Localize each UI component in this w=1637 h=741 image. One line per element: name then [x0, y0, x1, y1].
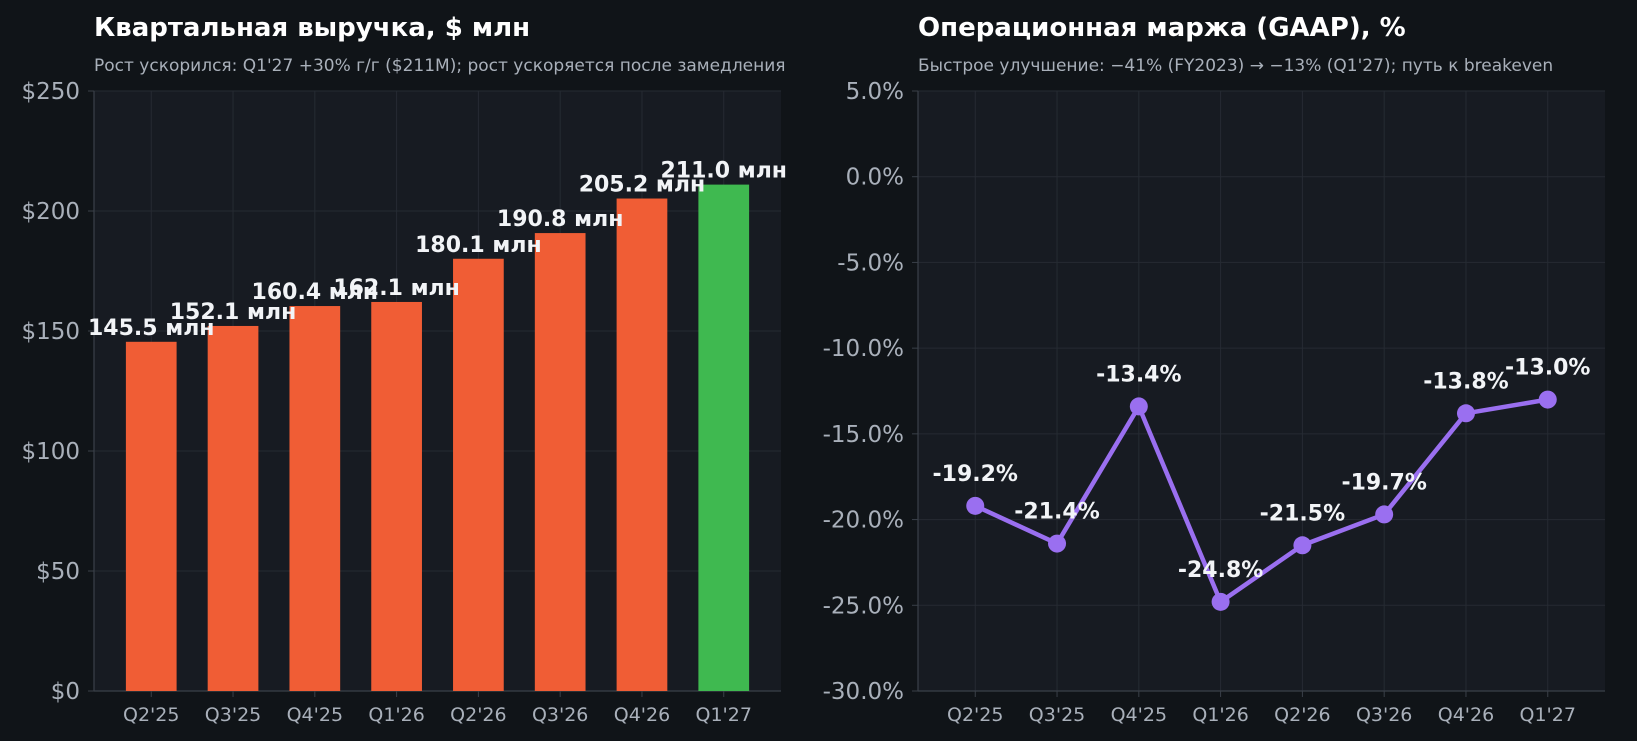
revenue-bar-value-label: 180.1 млн	[415, 233, 542, 258]
margin-ytick-label: 5.0%	[846, 79, 904, 105]
margin-ytick-label: 0.0%	[846, 165, 904, 191]
revenue-ytick-label: $150	[21, 319, 80, 345]
revenue-ytick-label: $100	[21, 439, 80, 465]
revenue-bar	[453, 258, 504, 691]
margin-line	[973, 397, 1550, 605]
margin-xtick-label: Q1'27	[1520, 704, 1576, 726]
margin-point	[1456, 404, 1475, 423]
margin-ytick-label: -30.0%	[823, 679, 904, 705]
revenue-bar	[698, 184, 750, 691]
margin-xtick-label: Q4'25	[1111, 704, 1167, 726]
margin-chart-panel: Операционная маржа (GAAP), % Быстрое улу…	[823, 13, 1605, 726]
revenue-bar	[125, 341, 177, 691]
margin-point-value-label: -19.2%	[933, 462, 1018, 487]
margin-point	[1211, 592, 1230, 611]
margin-point-value-label: -19.7%	[1341, 470, 1426, 495]
revenue-xtick-label: Q2'25	[123, 704, 179, 726]
revenue-bars	[125, 184, 750, 691]
revenue-chart-title: Квартальная выручка, $ млн	[94, 13, 530, 43]
revenue-xtick-label: Q1'26	[368, 704, 424, 726]
revenue-ytick-label: $250	[21, 79, 80, 105]
revenue-chart-panel: Квартальная выручка, $ млн Рост ускорилс…	[21, 13, 787, 726]
margin-point-value-label: -21.5%	[1260, 501, 1345, 526]
margin-point-value-label: -21.4%	[1014, 500, 1099, 525]
revenue-bar	[289, 306, 341, 691]
margin-ytick-label: -5.0%	[837, 250, 904, 276]
margin-chart-title: Операционная маржа (GAAP), %	[918, 13, 1406, 43]
revenue-bar-value-label: 205.2 млн	[579, 173, 706, 198]
margin-y-ticks: 5.0% 0.0% -5.0% -10.0% -15.0% -20.0% -25.0% -30…	[823, 79, 918, 705]
revenue-bar-value-label: 162.1 млн	[333, 276, 460, 301]
revenue-x-ticks: Q2'25 Q3'25 Q4'25 Q1'26 Q2'26 Q3'26 Q4'26 Q1'27	[123, 691, 752, 726]
margin-point	[1375, 505, 1394, 524]
margin-x-ticks: Q2'25 Q3'25 Q4'25 Q1'26 Q2'26 Q3'26 Q4'26 Q1'27	[947, 691, 1576, 726]
margin-point	[1538, 390, 1557, 409]
revenue-xtick-label: Q3'25	[205, 704, 261, 726]
revenue-ytick-label: $50	[36, 559, 80, 585]
margin-xtick-label: Q4'26	[1438, 704, 1494, 726]
margin-point	[1048, 534, 1067, 553]
margin-point-value-label: -13.8%	[1423, 369, 1508, 394]
margin-xtick-label: Q1'26	[1192, 704, 1248, 726]
margin-point	[1129, 397, 1148, 416]
margin-line-series	[966, 390, 1557, 611]
revenue-bar	[534, 233, 586, 691]
revenue-bar-value-label: 160.4 млн	[252, 280, 379, 305]
revenue-xtick-label: Q3'26	[532, 704, 588, 726]
margin-ytick-label: -20.0%	[823, 508, 904, 534]
margin-point	[1293, 536, 1312, 555]
revenue-xtick-label: Q4'26	[614, 704, 670, 726]
margin-xtick-label: Q3'26	[1356, 704, 1412, 726]
revenue-bar-value-label: 190.8 млн	[497, 207, 624, 232]
margin-ytick-label: -25.0%	[823, 593, 904, 619]
margin-point-value-label: -24.8%	[1178, 558, 1263, 583]
margin-plot-area	[918, 91, 1605, 691]
margin-data-labels: -19.2% -21.4% -13.4% -24.8% -21.5% -19.7% -13.…	[933, 356, 1591, 583]
margin-point	[966, 496, 985, 515]
revenue-bar	[207, 325, 259, 691]
revenue-ytick-label: $0	[51, 679, 80, 705]
revenue-xtick-label: Q4'25	[287, 704, 343, 726]
revenue-bar-value-label: 152.1 млн	[170, 300, 297, 325]
revenue-bar-value-label: 211.0 млн	[660, 159, 787, 184]
revenue-xtick-label: Q2'26	[450, 704, 506, 726]
margin-point-value-label: -13.4%	[1096, 362, 1181, 387]
margin-xtick-label: Q2'25	[947, 704, 1003, 726]
margin-axes	[917, 91, 1605, 692]
margin-ytick-label: -10.0%	[823, 336, 904, 362]
revenue-xtick-label: Q1'27	[696, 704, 752, 726]
margin-xtick-label: Q3'25	[1029, 704, 1085, 726]
revenue-chart-subtitle: Рост ускорился: Q1'27 +30% г/г ($211M); …	[94, 56, 786, 76]
revenue-bar-value-label: 145.5 млн	[88, 316, 215, 341]
margin-xtick-label: Q2'26	[1274, 704, 1330, 726]
revenue-bar	[616, 198, 668, 691]
margin-chart-subtitle: Быстрое улучшение: −41% (FY2023) → −13% …	[918, 56, 1553, 76]
revenue-bar	[371, 301, 422, 691]
margin-point-value-label: -13.0%	[1505, 356, 1590, 381]
margin-ytick-label: -15.0%	[823, 422, 904, 448]
revenue-y-ticks: $0 $50 $100 $150 $200 $250	[21, 79, 94, 705]
revenue-ytick-label: $200	[21, 199, 80, 225]
